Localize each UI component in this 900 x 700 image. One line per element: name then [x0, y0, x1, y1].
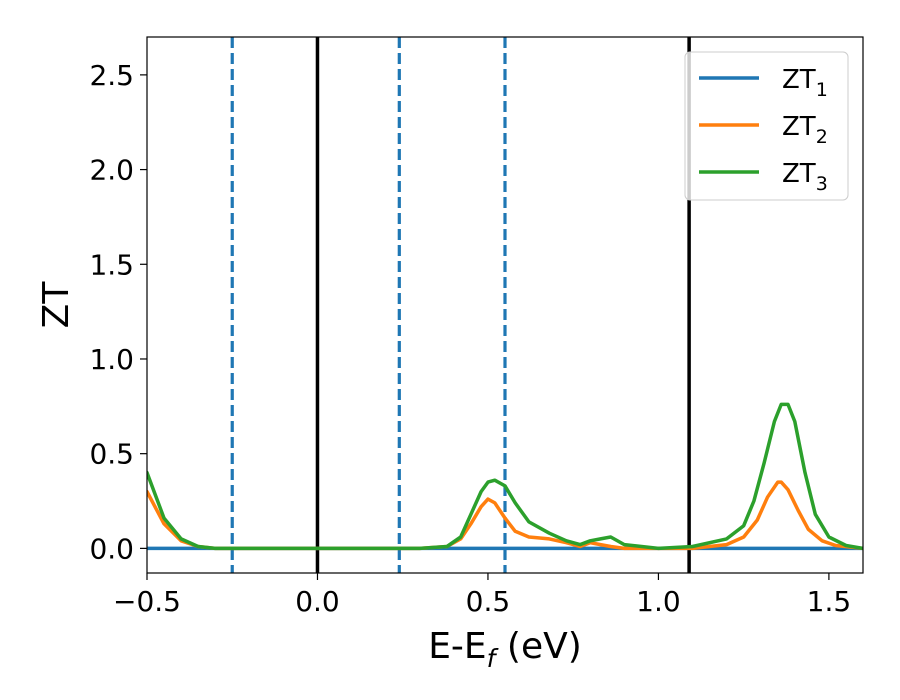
x-axis-title: E-Ef (eV) [428, 626, 582, 673]
legend-label-zt2: ZT2 [782, 112, 828, 148]
x-tick-label: −0.5 [113, 585, 181, 618]
x-tick-label: 1.0 [636, 585, 681, 618]
legend-label-zt3: ZT3 [782, 159, 828, 195]
y-tick-label: 0.0 [89, 532, 134, 565]
legend: ZT1 ZT2 ZT3 [684, 51, 849, 201]
series-line-zt3 [147, 402, 863, 551]
x-tick-label: 0.5 [466, 585, 511, 618]
y-tick-label: 1.5 [89, 248, 134, 281]
legend-label-zt1: ZT1 [782, 65, 828, 101]
y-axis-title: ZT [36, 281, 77, 329]
y-tick-label: 2.5 [89, 59, 134, 92]
y-tick-label: 0.5 [89, 438, 134, 471]
plot-frame [146, 36, 864, 574]
y-tick-label: 1.0 [89, 343, 134, 376]
x-axis: −0.5 0.0 0.5 1.0 1.5 [113, 573, 851, 618]
legend-frame [684, 51, 849, 201]
x-tick-label: 1.5 [807, 585, 852, 618]
y-tick-label: 2.0 [89, 154, 134, 187]
y-axis: 0.0 0.5 1.0 1.5 2.0 2.5 [89, 59, 147, 565]
x-tick-label: 0.0 [295, 585, 340, 618]
